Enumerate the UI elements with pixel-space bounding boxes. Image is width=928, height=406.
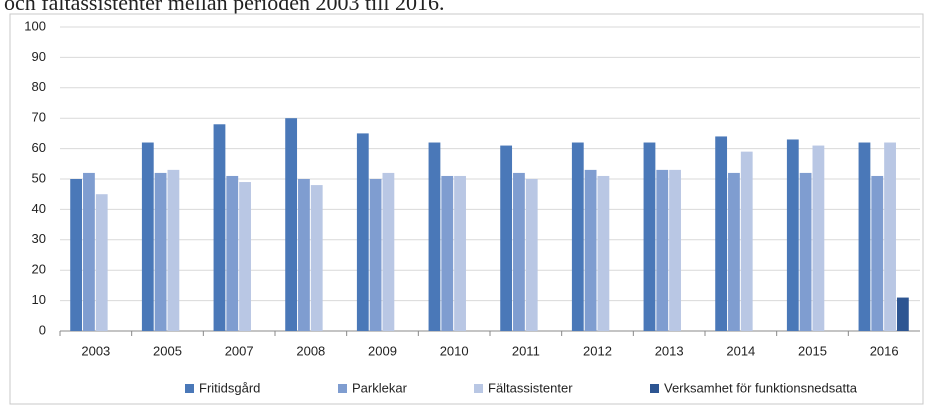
legend-label: Parklekar (352, 380, 408, 395)
chart-frame (9, 13, 924, 405)
bar (597, 175, 610, 331)
bar (669, 169, 681, 331)
y-tick-label: 10 (32, 292, 46, 307)
bar (571, 142, 584, 331)
y-tick-label: 20 (32, 262, 46, 277)
bar (298, 179, 310, 331)
bar (513, 172, 525, 331)
bar (310, 185, 323, 331)
bar (871, 175, 884, 331)
bar (95, 194, 108, 331)
bar (454, 175, 466, 331)
bar (786, 139, 799, 331)
x-tick-label: 2005 (153, 343, 182, 358)
bar (141, 142, 154, 331)
bar (213, 124, 226, 331)
bar (285, 118, 298, 331)
y-tick-label: 80 (32, 79, 46, 94)
bar (525, 179, 538, 331)
legend-label: Verksamhet för funktionsnedsatta (664, 380, 858, 395)
bar (83, 172, 95, 331)
x-tick-label: 2013 (655, 343, 684, 358)
y-tick-label: 50 (32, 170, 46, 185)
x-tick-label: 2009 (368, 343, 397, 358)
bar (896, 297, 909, 331)
legend-swatch (650, 384, 659, 393)
x-tick-label: 2011 (512, 343, 540, 358)
bar (167, 169, 180, 331)
bar (812, 145, 825, 331)
y-tick-label: 60 (32, 140, 46, 155)
bar (728, 172, 740, 331)
legend-label: Fältassistenter (488, 380, 573, 395)
bar (500, 145, 513, 331)
x-tick-label: 2015 (798, 343, 827, 358)
bar (369, 179, 382, 331)
bar (226, 175, 239, 331)
y-tick-label: 90 (32, 49, 46, 64)
caption: och fältassistenter mellan perioden 2003… (4, 0, 445, 15)
bar (428, 142, 441, 331)
bar (70, 179, 83, 331)
bar (799, 172, 812, 331)
x-tick-label: 2008 (296, 343, 325, 358)
bar (382, 172, 395, 331)
x-tick-label: 2010 (440, 343, 469, 358)
x-tick-label: 2016 (870, 343, 899, 358)
bar (154, 172, 167, 331)
x-tick-label: 2007 (225, 343, 254, 358)
y-tick-label: 30 (32, 231, 46, 246)
y-tick-label: 0 (39, 322, 46, 337)
bar (740, 151, 753, 331)
bar (884, 142, 896, 331)
legend-swatch (338, 384, 347, 393)
bar (858, 142, 871, 331)
bar (656, 169, 669, 331)
bar (715, 136, 728, 331)
y-tick-label: 100 (24, 18, 46, 33)
x-tick-label: 2003 (81, 343, 110, 358)
bar (356, 133, 369, 331)
y-tick-label: 40 (32, 201, 46, 216)
legend-label: Fritidsgård (199, 380, 260, 395)
bar (239, 182, 251, 331)
legend-swatch (185, 384, 194, 393)
bar (643, 142, 656, 331)
x-tick-label: 2014 (726, 343, 755, 358)
legend-swatch (474, 384, 483, 393)
y-tick-label: 70 (32, 110, 46, 125)
bar (584, 169, 597, 331)
bar (441, 175, 454, 331)
x-tick-label: 2012 (583, 343, 612, 358)
